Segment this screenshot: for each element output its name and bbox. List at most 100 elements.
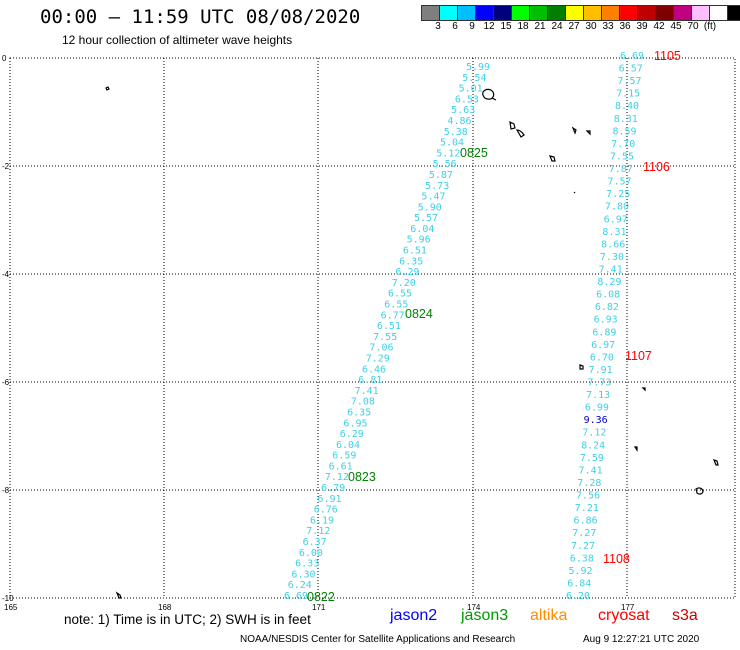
legend-swatch [727,5,740,21]
color-legend-labels: 3 6 9 12 15 18 21 24 27 30 33 36 39 42 45 70 (ft) [422,21,740,35]
swh-value: 5.57 [414,213,438,224]
swh-value: 5.92 [569,566,593,577]
swh-value: 6.20 [566,591,590,602]
swh-value: 6.99 [585,403,609,414]
island-outline [115,591,122,599]
swh-value: 7.08 [351,397,375,408]
lat-tick-label: -8 [2,486,10,495]
swh-value: 7.06 [369,343,393,354]
swh-value: 6.89 [592,327,616,338]
legend-label: 15 [500,21,512,32]
swh-value: 9.36 [584,415,608,426]
legend-label: 21 [534,21,546,32]
swh-value: 5.47 [421,192,445,203]
legend-label: 30 [585,21,597,32]
lat-tick-label: 0 [2,54,7,63]
swh-value: 6.95 [343,418,367,429]
swh-value: 5.56 [433,159,457,170]
swh-value: 5.04 [440,138,464,149]
swh-value: 6.55 [388,289,412,300]
pass-time-label: 0823 [348,470,376,484]
swh-value: 4.86 [447,116,471,127]
swh-value: 7.91 [589,365,613,376]
swh-value: 6.35 [399,256,423,267]
swh-value: 6.97 [604,214,628,225]
swh-value: 6.53 [455,94,479,105]
swh-value: 6.04 [336,440,360,451]
swh-value: 5.99 [466,62,490,73]
swh-value: 7.30 [600,252,624,263]
lon-tick-label: 165 [4,603,18,612]
swh-value: 5.73 [425,181,449,192]
legend-label: 18 [517,21,529,32]
island-outline [712,459,719,466]
legend-label: 33 [602,21,614,32]
track-left: 5.995.545.016.535.634.865.385.045.125.56… [284,62,490,602]
swh-value: 6.86 [574,516,598,527]
lat-tick-label: -10 [2,594,14,603]
pass-time-label: 0822 [307,590,335,604]
swh-value: 6.08 [596,290,620,301]
swh-value: 6.29 [395,267,419,278]
lat-tick-label: -4 [2,270,10,279]
swh-value: 6.79 [321,483,345,494]
swh-value: 7.41 [355,386,379,397]
swh-value: 5.01 [459,84,483,95]
swh-value: 6.69 [620,51,644,62]
swh-value: 7.41 [579,465,603,476]
lon-tick-label: 177 [621,603,635,612]
swh-value: 7.27 [571,541,595,552]
pass-time-label: 0824 [405,307,433,321]
island-outline [641,387,646,392]
island-outline [509,120,525,138]
pass-time-label: 1108 [603,552,630,566]
footer-note: note: 1) Time is in UTC; 2) SWH is in fe… [64,612,311,627]
island-outline [633,446,638,452]
swh-value: 7.41 [599,264,623,275]
track-right: 6.696.577.577.158.408.318.597.707.557.87… [566,51,644,602]
swh-value: 7.13 [586,390,610,401]
swh-value: 5.54 [462,73,486,84]
swh-value: 8.31 [614,114,638,125]
legend-label: 36 [619,21,631,32]
swh-value: 7.57 [617,76,641,87]
swh-value: 6.76 [314,505,338,516]
swh-value: 6.91 [317,494,341,505]
lat-tick-label: -6 [2,378,10,387]
map-grid [9,57,736,599]
swh-value: 7.21 [575,503,599,514]
swh-value: 6.24 [288,580,312,591]
swh-value: 7.59 [580,453,604,464]
map-subtitle: 12 hour collection of altimeter wave hei… [62,33,293,47]
pass-time-label: 1106 [643,160,670,174]
lat-tick-label: -2 [2,162,10,171]
swh-value: 8.24 [581,440,605,451]
swh-value: 8.40 [615,101,639,112]
swh-value: 6.00 [299,548,323,559]
swh-value: 6.55 [384,300,408,311]
swh-value: 6.51 [377,321,401,332]
swh-value: 6.77 [381,310,405,321]
swh-value: 7.27 [572,528,596,539]
swh-value: 5.38 [444,127,468,138]
swh-value: 6.30 [291,569,315,580]
swh-value: 8.29 [597,277,621,288]
island-outline [482,88,497,101]
lon-tick-label: 174 [467,603,481,612]
swh-value: 6.84 [567,578,591,589]
pass-time-label: 0825 [460,146,488,160]
swh-value: 5.90 [418,202,442,213]
swh-value: 6.70 [590,352,614,363]
swh-value: 6.19 [310,515,334,526]
pass-time-label: 1105 [654,49,681,63]
swh-value: 7.57 [607,177,631,188]
swh-value: 6.97 [591,340,615,351]
legend-label: 9 [469,21,475,32]
swh-value: 7.87 [609,164,633,175]
legend-label: 39 [636,21,648,32]
swh-value: 6.51 [403,246,427,257]
swh-value: 7.29 [366,353,390,364]
credit-line: NOAA/NESDIS Center for Satellite Applica… [240,634,516,645]
